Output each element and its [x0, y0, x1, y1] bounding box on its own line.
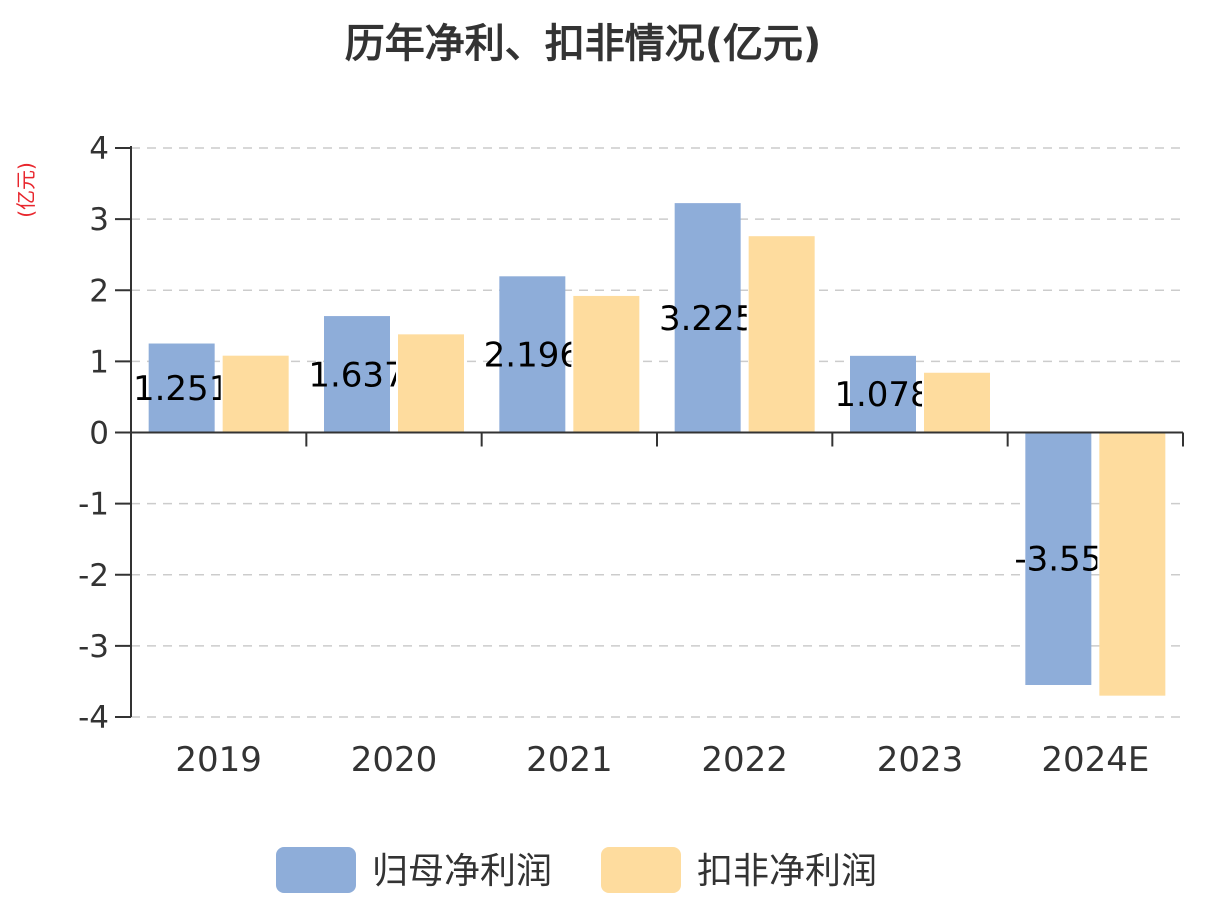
y-tick-label: 4	[89, 131, 109, 167]
bar-parent-net-profit	[148, 343, 215, 433]
data-label: 3.225	[659, 299, 756, 339]
bar-deducted-net-profit	[222, 355, 289, 433]
y-tick-label: 3	[89, 202, 109, 238]
legend-label: 归母净利润	[372, 851, 552, 892]
bar-parent-net-profit	[850, 355, 916, 433]
data-label: 1.251	[133, 369, 230, 409]
bar-parent-net-profit	[1025, 432, 1092, 685]
data-label: -3.55	[1014, 540, 1102, 580]
bar-deducted-net-profit	[398, 334, 464, 433]
data-labels: 1.251 1.637 2.196 3.225 1.078 -3.55	[133, 299, 1102, 580]
bar-parent-net-profit	[674, 203, 741, 433]
data-label: 1.637	[308, 355, 405, 395]
x-tick-label: 2021	[526, 740, 613, 780]
x-tick-label: 2024E	[1041, 740, 1149, 780]
chart-title: 历年净利、扣非情况(亿元)	[345, 21, 822, 67]
y-axis-label: (亿元)	[14, 162, 38, 218]
x-tick-label: 2019	[175, 740, 262, 780]
y-tick-label: 0	[89, 416, 109, 452]
bar-deducted-net-profit	[1099, 432, 1166, 696]
legend-swatch	[601, 847, 681, 893]
bar-deducted-net-profit	[924, 372, 990, 433]
x-tick-label: 2020	[351, 740, 438, 780]
bar-parent-net-profit	[499, 276, 566, 433]
data-label: 1.078	[834, 375, 931, 415]
axes: 4 3 2 1 0 -1 -2 -3 -4 2019 2020 2021 2022 2023 2024E	[78, 131, 1184, 780]
legend: 归母净利润 扣非净利润	[276, 847, 877, 893]
legend-swatch	[276, 847, 356, 893]
x-tick-label: 2022	[701, 740, 788, 780]
bar-parent-net-profit	[324, 316, 390, 433]
y-tick-label: 1	[89, 344, 109, 380]
bar-deducted-net-profit	[748, 236, 815, 433]
bars	[148, 203, 1166, 696]
y-tick-label: -4	[78, 700, 109, 736]
y-tick-label: -1	[78, 487, 109, 523]
y-tick-label: -2	[78, 558, 109, 594]
legend-label: 扣非净利润	[697, 851, 877, 892]
bar-deducted-net-profit	[573, 295, 640, 433]
data-label: 2.196	[484, 335, 581, 375]
y-tick-label: -3	[78, 629, 109, 665]
x-tick-label: 2023	[877, 740, 964, 780]
y-tick-label: 2	[89, 273, 109, 309]
